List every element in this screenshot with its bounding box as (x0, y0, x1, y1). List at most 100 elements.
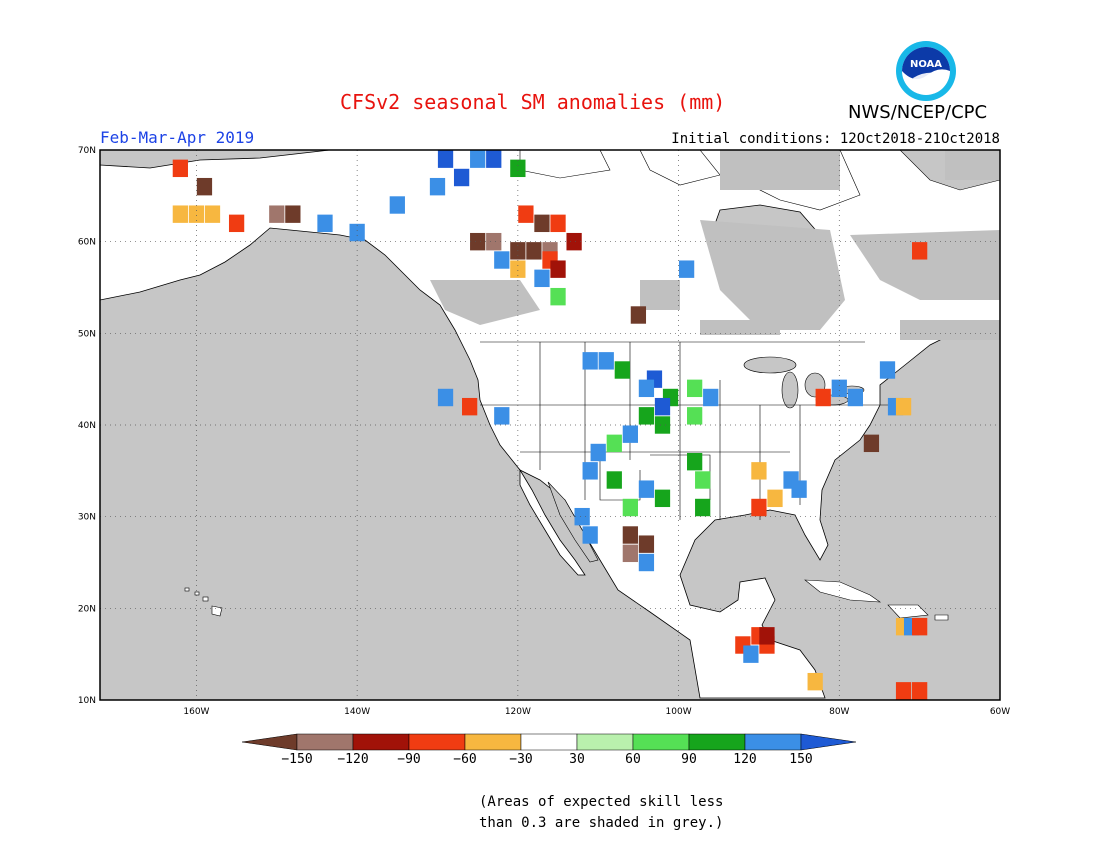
anomaly-cell (453, 168, 470, 187)
anomaly-cell (654, 397, 671, 416)
latitude-labels: 70N 60N 50N 40N 30N 20N 10N (78, 146, 96, 706)
lat-label: 40N (78, 421, 96, 431)
anomaly-cell (638, 553, 655, 572)
anomaly-cell (534, 269, 550, 288)
anomaly-cell (638, 535, 655, 553)
colorbar-label: −150 (281, 752, 312, 767)
anomaly-cell (912, 242, 928, 260)
anomaly-cell (767, 489, 783, 508)
anomaly-cell (703, 388, 719, 407)
anomaly-cell (815, 388, 831, 407)
anomaly-cell (172, 205, 188, 223)
colorbar-label: −30 (509, 752, 532, 767)
lon-label: 60W (990, 707, 1010, 717)
anomaly-cell (582, 526, 598, 544)
anomaly-cell (654, 416, 671, 434)
anomaly-cell (437, 150, 454, 168)
lat-label: 10N (78, 696, 96, 706)
anomaly-cell (622, 544, 638, 563)
anomaly-cell (462, 397, 478, 416)
hawaii (184, 587, 223, 617)
anomaly-cell (590, 443, 606, 462)
anomaly-cell (204, 205, 221, 223)
anomaly-cell (550, 214, 566, 233)
colorbar-segment (464, 733, 522, 751)
colorbar-segment (352, 733, 410, 751)
anomaly-cell (678, 260, 695, 278)
anomaly-cell (751, 462, 767, 480)
colorbar-label: −120 (337, 752, 368, 767)
anomaly-cell (622, 526, 638, 544)
colorbar-label: 60 (625, 752, 641, 767)
anomaly-cell (317, 214, 333, 233)
anomaly-cell (847, 388, 863, 407)
anomaly-cell (638, 407, 655, 425)
colorbar-label: 90 (681, 752, 697, 767)
initial-conditions: Initial conditions: 12Oct2018-21Oct2018 (671, 131, 1000, 147)
anomaly-cell (285, 205, 301, 223)
noaa-logo-icon: NOAA (896, 41, 956, 101)
anomaly-cell (550, 260, 566, 278)
organization-label: NWS/NCEP/CPC (848, 102, 988, 123)
forecast-period: Feb-Mar-Apr 2019 (100, 128, 255, 147)
anomaly-cell (526, 242, 542, 260)
anomaly-cell (510, 260, 526, 278)
lat-label: 30N (78, 513, 96, 523)
lat-label: 60N (78, 238, 96, 248)
lon-label: 80W (829, 707, 849, 717)
anomaly-cell (614, 361, 630, 379)
anomaly-cell (912, 617, 928, 636)
lon-label: 100W (666, 707, 692, 717)
anomaly-cell (486, 232, 502, 251)
colorbar-label: 120 (733, 752, 756, 767)
anomaly-cell (470, 232, 486, 251)
colorbar-label: −90 (397, 752, 420, 767)
anomaly-cell (879, 361, 896, 379)
colorbar-segment (408, 733, 466, 751)
anomaly-cell (606, 471, 622, 489)
anomaly-cell (606, 434, 622, 453)
colorbar-segment (632, 733, 690, 751)
colorbar-label: 150 (789, 752, 812, 767)
anomaly-cell (574, 507, 590, 526)
anomaly-cell (695, 498, 711, 517)
caribbean-islands (804, 579, 949, 621)
colorbar-segment (744, 733, 802, 751)
anomaly-cells (172, 150, 928, 700)
anomaly-cell (429, 177, 446, 196)
anomaly-cell (188, 205, 205, 223)
anomaly-cell (622, 498, 638, 517)
anomaly-cell (582, 462, 598, 480)
anomaly-cell (437, 388, 454, 407)
colorbar-segment (576, 733, 634, 751)
anomaly-cell (622, 425, 638, 443)
anomaly-cell (831, 379, 847, 398)
anomaly-cell (759, 627, 775, 645)
anomaly-cell (582, 352, 598, 370)
anomaly-cell (895, 682, 912, 700)
anomaly-cell (695, 471, 711, 489)
colorbar-segment (520, 733, 578, 751)
lat-label: 70N (78, 146, 96, 156)
anomaly-cell (550, 287, 566, 306)
anomaly-cell (751, 498, 767, 517)
colorbar-arrow-right (800, 733, 857, 751)
anomaly-cell (807, 672, 823, 691)
anomaly-cell (196, 177, 213, 196)
longitude-labels: 160W 140W 120W 100W 80W 60W (183, 707, 1010, 717)
anomaly-cell (791, 480, 807, 498)
low-skill-areas (430, 150, 1000, 340)
lon-label: 160W (183, 707, 209, 717)
footnote-line-2: than 0.3 are shaded in grey.) (479, 815, 724, 831)
plot-frame (99, 149, 1001, 701)
anomaly-cell (228, 214, 245, 233)
svg-text:NOAA: NOAA (910, 59, 942, 70)
anomaly-cell (638, 379, 655, 398)
lat-label: 20N (78, 604, 96, 614)
anomaly-cell (895, 397, 912, 416)
anomaly-cell (638, 480, 655, 498)
lon-label: 120W (505, 707, 531, 717)
anomaly-cell (518, 205, 534, 223)
colorbar: −150 −120 −90 −60 −30 30 60 90 120 150 (241, 733, 857, 767)
